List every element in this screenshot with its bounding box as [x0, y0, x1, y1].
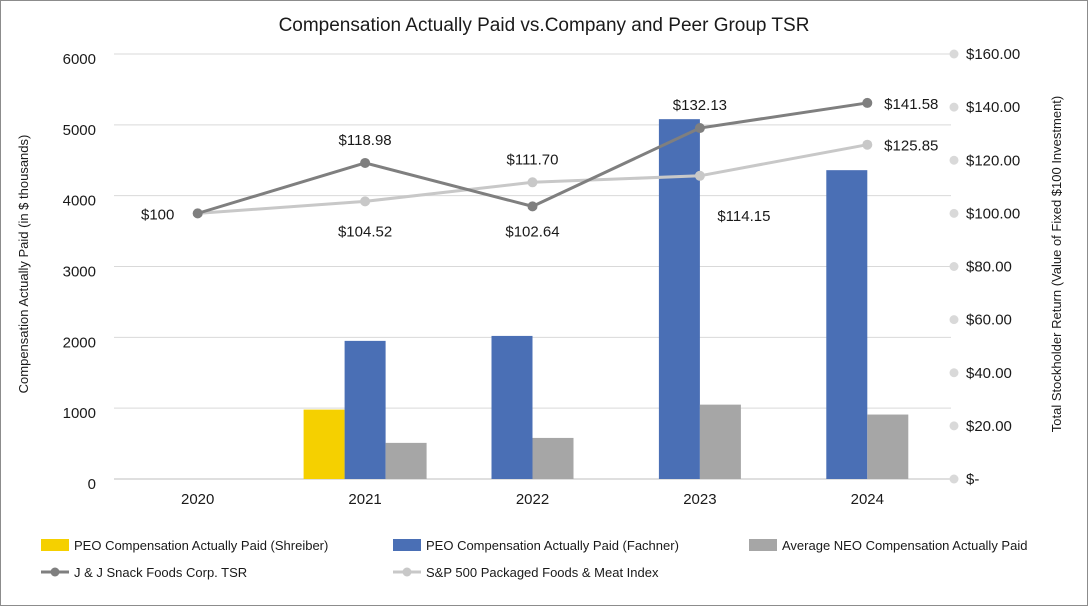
- legend-marker: [50, 567, 60, 577]
- series-point: [192, 208, 203, 219]
- legend-label: PEO Compensation Actually Paid (Shreiber…: [74, 538, 328, 553]
- tsr-data-label: $125.85: [884, 138, 938, 155]
- y2-tick-marker: [949, 474, 959, 484]
- tsr-data-label: $118.98: [339, 132, 392, 149]
- tsr-data-label: $111.70: [507, 151, 559, 168]
- tsr-data-label: $141.58: [884, 96, 938, 113]
- y2-tick-marker: [949, 155, 959, 165]
- y2-tick-marker: [949, 208, 959, 218]
- series-point: [360, 196, 371, 207]
- series-point: [527, 201, 538, 212]
- bar: [532, 437, 574, 479]
- bars: [303, 119, 909, 480]
- data-labels: $100 $118.98 $102.64 $132.13 $141.58 $104.52 $…: [141, 96, 938, 240]
- tsr-data-label: $114.15: [717, 208, 770, 225]
- bar: [699, 404, 741, 479]
- y2-tick-marker: [949, 368, 959, 378]
- legend-label: S&P 500 Packaged Foods & Meat Index: [426, 565, 659, 580]
- x-tick-label: 2022: [516, 491, 549, 508]
- x-tick-label: 2021: [348, 491, 381, 508]
- chart-title: Compensation Actually Paid vs.Company an…: [279, 15, 810, 36]
- y-tick-label: 0: [88, 476, 96, 493]
- y2-tick-label: $160.00: [966, 46, 1020, 63]
- x-tick-label: 2023: [683, 491, 716, 508]
- y2-tick-label: $20.00: [966, 418, 1012, 435]
- legend-label: J & J Snack Foods Corp. TSR: [74, 565, 247, 580]
- y2-tick-marker: [949, 49, 959, 59]
- y-tick-label: 6000: [63, 51, 96, 68]
- y2-axis-ticks: $- $20.00 $40.00 $60.00 $80.00 $100.00 $120.00…: [949, 46, 1020, 488]
- series-point: [527, 177, 538, 188]
- y2-tick-marker: [949, 421, 959, 431]
- bar: [303, 409, 345, 479]
- series-point: [694, 170, 705, 181]
- legend-swatch: [393, 539, 421, 551]
- tsr-data-label: $104.52: [338, 223, 392, 240]
- tsr-data-label: $132.13: [673, 97, 727, 114]
- y2-tick-marker: [949, 262, 959, 271]
- x-tick-label: 2020: [181, 491, 214, 508]
- y2-tick-label: $80.00: [966, 259, 1012, 276]
- x-axis-ticks: 2020 2021 2022 2023 2024: [181, 491, 884, 508]
- y2-tick-label: $60.00: [966, 312, 1012, 329]
- legend-swatch: [41, 539, 69, 551]
- y2-tick-label: $40.00: [966, 365, 1012, 382]
- tsr-data-label: $100: [141, 206, 174, 223]
- bar: [867, 414, 909, 479]
- y-tick-label: 1000: [63, 405, 96, 422]
- legend: PEO Compensation Actually Paid (Shreiber…: [41, 538, 1027, 580]
- y2-tick-marker: [949, 315, 959, 325]
- y-tick-label: 5000: [63, 122, 96, 139]
- y2-tick-label: $100.00: [966, 205, 1020, 222]
- legend-label: Average NEO Compensation Actually Paid: [782, 538, 1027, 553]
- bar: [344, 340, 386, 479]
- series-point: [694, 123, 705, 134]
- y-tick-label: 3000: [63, 264, 96, 281]
- bar: [658, 119, 700, 480]
- y-axis-label: Compensation Actually Paid (in $ thousan…: [16, 135, 31, 394]
- series-point: [862, 97, 873, 108]
- tsr-lines: [192, 97, 873, 219]
- y-axis-ticks: 0 1000 2000 3000 4000 5000 6000: [63, 51, 96, 493]
- y2-axis-label: Total Stockholder Return (Value of Fixed…: [1049, 96, 1064, 433]
- bar: [826, 170, 868, 479]
- y-tick-label: 4000: [63, 193, 96, 210]
- y2-tick-label: $140.00: [966, 99, 1020, 116]
- series-point: [862, 139, 873, 150]
- y-tick-label: 2000: [63, 334, 96, 351]
- y2-tick-label: $120.00: [966, 152, 1020, 169]
- series-point: [360, 157, 371, 168]
- legend-marker: [402, 567, 412, 577]
- legend-label: PEO Compensation Actually Paid (Fachner): [426, 538, 679, 553]
- y2-tick-marker: [949, 102, 959, 112]
- x-tick-label: 2024: [851, 491, 884, 508]
- y2-tick-label: $-: [966, 471, 979, 488]
- legend-swatch: [749, 539, 777, 551]
- bar: [385, 442, 427, 479]
- tsr-data-label: $102.64: [505, 223, 559, 240]
- bar: [491, 335, 533, 479]
